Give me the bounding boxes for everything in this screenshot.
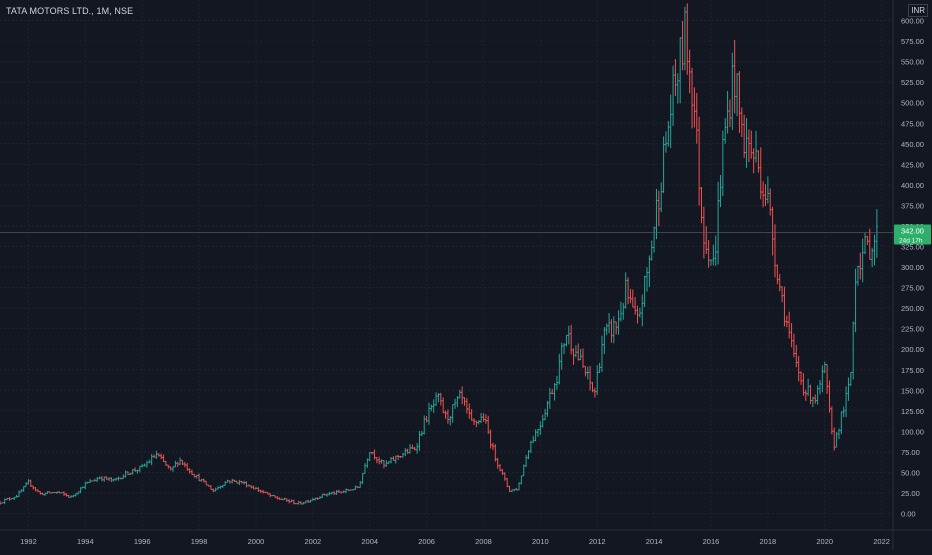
x-tick-label: 2000 xyxy=(248,537,265,546)
x-tick-label: 2012 xyxy=(589,537,606,546)
y-tick-label: 400.00 xyxy=(901,181,924,190)
y-tick-label: 100.00 xyxy=(901,427,924,436)
y-tick-label: 500.00 xyxy=(901,99,924,108)
price-tag[interactable] xyxy=(894,224,931,245)
x-tick-label: 2010 xyxy=(532,537,549,546)
y-tick-label: 175.00 xyxy=(901,366,924,375)
y-tick-label: 300.00 xyxy=(901,263,924,272)
x-tick-label: 2002 xyxy=(304,537,321,546)
y-tick-label: 550.00 xyxy=(901,58,924,67)
x-tick-label: 2016 xyxy=(703,537,720,546)
y-tick-label: 475.00 xyxy=(901,119,924,128)
y-tick-label: 525.00 xyxy=(901,78,924,87)
x-tick-label: 2018 xyxy=(760,537,777,546)
y-tick-label: 150.00 xyxy=(901,386,924,395)
y-tick-label: 575.00 xyxy=(901,37,924,46)
x-tick-label: 2020 xyxy=(816,537,833,546)
y-tick-label: 0.00 xyxy=(901,510,916,519)
y-tick-label: 600.00 xyxy=(901,17,924,26)
y-tick-label: 250.00 xyxy=(901,304,924,313)
y-tick-label: 75.00 xyxy=(901,448,920,457)
y-tick-label: 325.00 xyxy=(901,243,924,252)
x-tick-label: 1994 xyxy=(77,537,94,546)
x-tick-label: 2004 xyxy=(361,537,378,546)
y-tick-label: 450.00 xyxy=(901,140,924,149)
price-tag-value: 342.00 xyxy=(901,227,924,236)
x-tick-label: 1996 xyxy=(134,537,151,546)
y-tick-label: 125.00 xyxy=(901,407,924,416)
y-tick-label: 275.00 xyxy=(901,284,924,293)
y-tick-label: 425.00 xyxy=(901,160,924,169)
x-tick-label: 2006 xyxy=(418,537,435,546)
x-tick-label: 2022 xyxy=(873,537,890,546)
x-tick-label: 2008 xyxy=(475,537,492,546)
chart-title: TATA MOTORS LTD., 1M, NSE xyxy=(6,6,134,16)
currency-badge[interactable]: INR xyxy=(908,4,928,17)
y-tick-label: 25.00 xyxy=(901,489,920,498)
price-tag-countdown: 24d 17h xyxy=(899,238,923,245)
x-tick-label: 1992 xyxy=(20,537,37,546)
y-tick-label: 200.00 xyxy=(901,345,924,354)
y-tick-label: 375.00 xyxy=(901,201,924,210)
y-tick-label: 50.00 xyxy=(901,468,920,477)
x-tick-label: 1998 xyxy=(191,537,208,546)
y-tick-label: 225.00 xyxy=(901,325,924,334)
x-tick-label: 2014 xyxy=(646,537,663,546)
